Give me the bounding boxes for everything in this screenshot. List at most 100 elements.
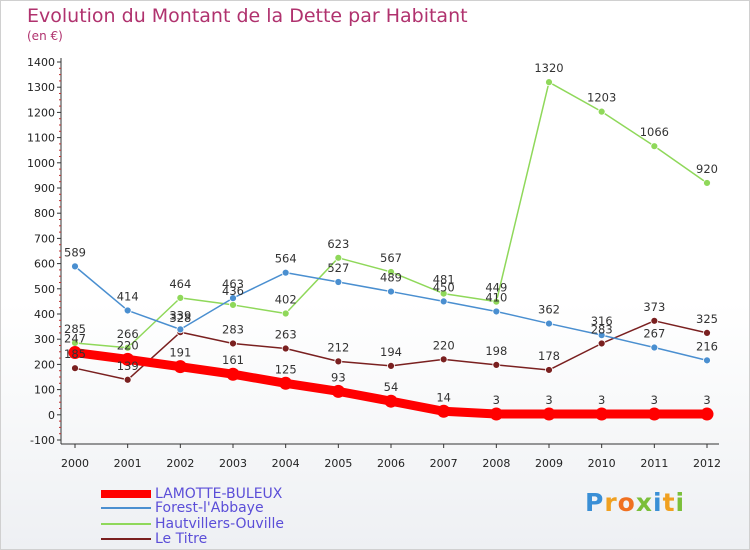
series-point [123,306,132,315]
legend-label: Forest-l'Abbaye [155,500,264,516]
legend-swatch [101,490,151,498]
series-point [650,343,659,352]
data-label: 489 [380,271,402,285]
data-label: 247 [64,332,86,346]
x-tick-label: 2007 [430,457,458,470]
data-label: 1203 [587,91,616,105]
x-tick-label: 2010 [588,457,616,470]
data-label: 564 [275,252,297,266]
y-tick-label: 800 [34,207,55,220]
legend-swatch [101,507,151,509]
y-tick-label: 200 [34,358,55,371]
y-tick-label: -100 [30,434,55,447]
series-point [545,366,553,374]
data-label: 283 [591,322,613,336]
y-tick-label: 300 [34,333,55,346]
data-label: 436 [222,284,244,298]
legend-swatch [101,523,151,525]
data-label: 464 [169,277,191,291]
data-label: 3 [493,393,500,407]
data-label: 328 [169,311,191,325]
series-point [437,404,451,418]
y-tick-label: 1400 [27,56,55,69]
series-point [123,343,132,352]
x-tick-label: 2011 [640,457,668,470]
proxiti-logo: Proxiti [585,488,685,517]
data-label: 481 [433,273,455,287]
data-label: 266 [117,327,139,341]
series-point [492,307,501,316]
series-point [176,325,185,334]
series-point [173,360,187,374]
series-point [229,339,237,348]
x-tick-label: 2009 [535,457,563,470]
x-tick-label: 2003 [219,457,247,470]
x-tick-label: 2004 [272,457,300,470]
chart-unit-label: (en €) [27,29,63,43]
logo-letter: t [662,488,676,517]
series-point [68,346,82,360]
series-point [595,407,609,421]
y-tick-label: 700 [34,232,55,245]
series-point [650,142,659,151]
series-point [545,319,553,328]
logo-letter: x [635,488,653,517]
series-point [439,297,448,306]
y-tick-label: 1300 [27,81,55,94]
x-tick-label: 2005 [324,457,352,470]
data-label: 54 [384,380,399,394]
series-point [384,394,398,408]
legend-item: Le Titre [101,531,207,547]
data-label: 450 [433,280,455,294]
series-point [226,367,240,381]
series-point [71,364,79,373]
logo-letter: P [585,488,605,517]
series-point [542,407,556,421]
series-point [334,357,343,366]
series-point [597,339,606,348]
data-label: 527 [327,261,349,275]
y-tick-label: 600 [34,258,55,271]
data-label: 1320 [534,61,563,75]
data-label: 402 [275,292,297,306]
series-point [700,407,714,421]
series-point [703,179,711,187]
series-point [387,287,395,296]
data-label: 283 [222,322,244,336]
series-point [387,362,395,370]
data-label: 362 [538,303,560,317]
series-point [387,268,395,276]
data-label: 14 [436,390,451,404]
data-label: 3 [545,393,552,407]
logo-letter: i [653,488,663,517]
data-label: 178 [538,349,560,363]
series-point [703,328,711,337]
data-label: 589 [64,245,86,259]
series-point [597,331,606,340]
data-label: 220 [117,338,139,352]
data-label: 3 [703,393,710,407]
data-label: 410 [485,290,507,304]
series-point [647,407,661,421]
legend-item: Hautvillers-Ouville [101,516,284,532]
series-point [121,352,135,366]
series-point [331,384,345,398]
y-tick-label: 900 [34,182,55,195]
series-point [489,407,503,421]
x-tick-label: 2002 [166,457,194,470]
x-tick-label: 2001 [114,457,142,470]
data-label: 567 [380,251,402,265]
x-tick-label: 2008 [482,457,510,470]
y-tick-label: 0 [48,409,55,422]
y-tick-label: 400 [34,308,55,321]
series-point [71,262,79,271]
data-label: 623 [327,237,349,251]
y-tick-label: 1100 [27,132,55,145]
x-tick-label: 2012 [693,457,721,470]
logo-letter: i [675,488,686,517]
data-label: 139 [117,359,139,373]
data-label: 125 [275,362,297,376]
x-tick-label: 2000 [61,457,89,470]
data-label: 198 [485,344,507,358]
